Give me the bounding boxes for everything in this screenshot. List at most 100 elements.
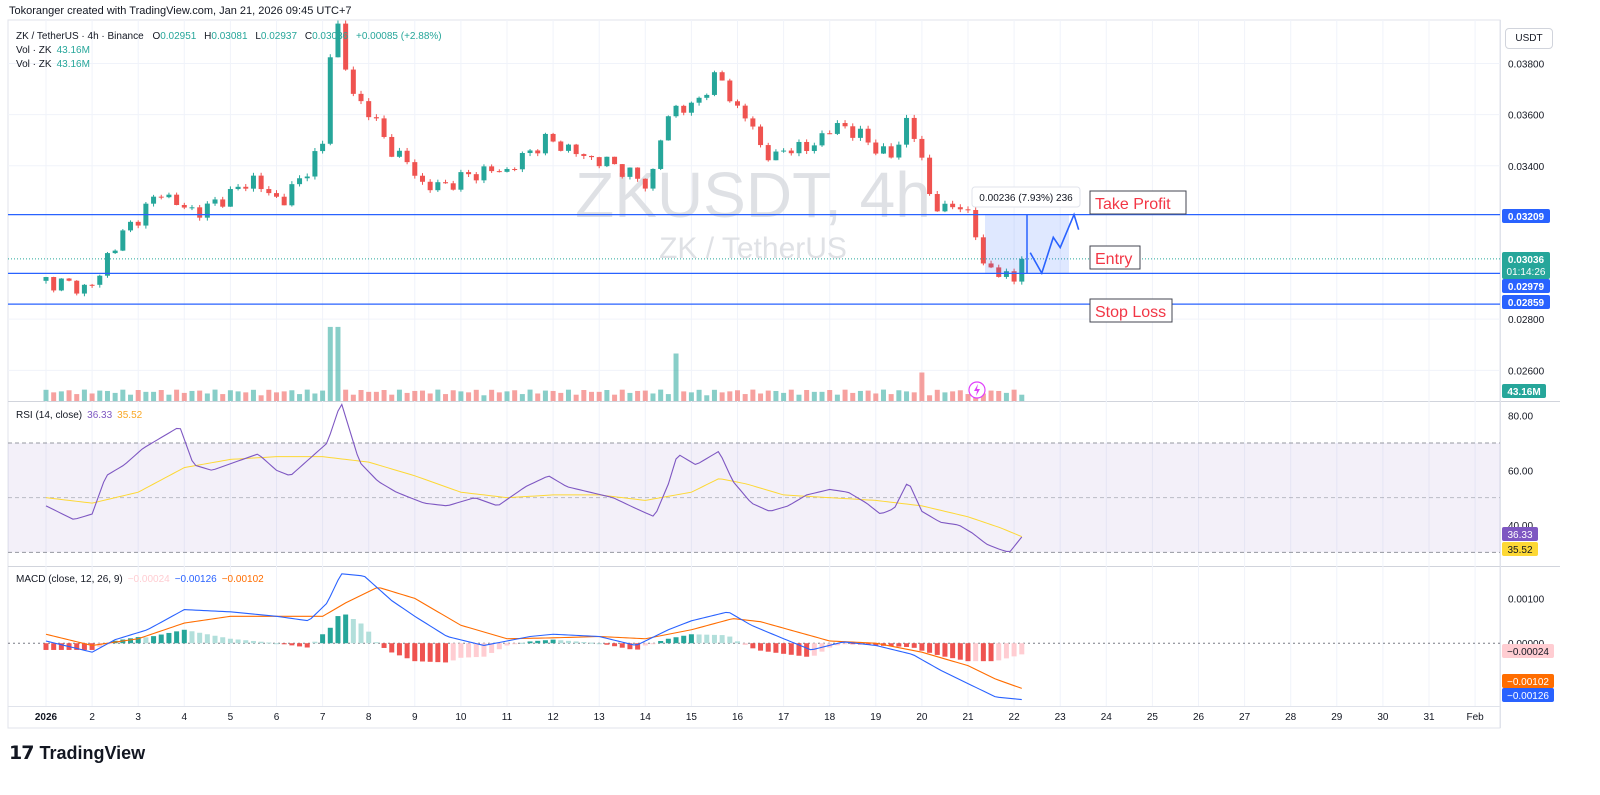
macd-histogram-bar (804, 643, 810, 657)
candle-body (619, 164, 625, 177)
macd-histogram-bar (304, 643, 310, 648)
macd-histogram-bar (980, 643, 986, 662)
macd-histogram-bar (58, 643, 64, 650)
volume-bar (312, 393, 318, 401)
macd-histogram (43, 614, 1025, 663)
macd-histogram-bar (235, 639, 241, 644)
time-tick-label: 13 (594, 712, 606, 723)
volume-bar (604, 390, 610, 401)
macd-histogram-bar (135, 637, 141, 644)
volume-bar (304, 389, 310, 401)
candle-body (327, 57, 333, 144)
rsi-ma-badge: 35.52 (1507, 545, 1532, 556)
trade-levels[interactable] (8, 213, 1500, 305)
measure-label: 0.00236 (7.93%) 236 (979, 193, 1073, 204)
macd-histogram-bar (343, 614, 349, 644)
tradingview-logo[interactable]: 17 TradingView (9, 742, 145, 764)
candle-body (711, 72, 717, 95)
macd-histogram-bar (589, 642, 595, 644)
macd-legend-hist: −0.00024 (128, 574, 170, 585)
volume-bar (519, 394, 525, 401)
candle-body (151, 196, 157, 204)
legend-vol2-value: 43.16M (57, 59, 90, 70)
macd-legend-macd: −0.00126 (175, 574, 217, 585)
rsi-axis[interactable]: 80.00 60.00 40.00 (1508, 412, 1533, 532)
candle-body (335, 23, 341, 58)
projection-path[interactable] (1029, 212, 1080, 276)
macd-histogram-bar (266, 642, 272, 644)
macd-histogram-bar (957, 643, 963, 660)
candle-body (542, 133, 548, 154)
macd-histogram-bar (550, 639, 556, 644)
entry-price-badge: 0.02979 (1508, 282, 1545, 293)
macd-histogram-bar (335, 616, 341, 644)
time-axis[interactable]: 2026 2 3 4 5 6 7 8 9 10 11 12 13 14 15 16 17 18 19 20 21 22 23… (35, 712, 1484, 723)
macd-histogram-bar (527, 641, 533, 644)
volume-bar (81, 389, 87, 401)
time-tick-label: 21 (962, 712, 974, 723)
macd-line (45, 573, 1022, 701)
volume-bar (174, 389, 180, 401)
volume-bar (104, 390, 110, 401)
price-range-measure[interactable]: 0.00236 (7.93%) 236 (971, 186, 1081, 276)
candle-body (604, 156, 610, 167)
rsi-ma-line (45, 456, 1022, 538)
macd-histogram-bar (942, 643, 948, 657)
volume-bar (97, 390, 103, 401)
volume-bar (227, 390, 233, 401)
currency-button[interactable]: USDT (1505, 28, 1553, 49)
candle-body (443, 182, 449, 184)
level-labels: Take Profit Entry Stop Loss (1089, 190, 1187, 323)
legend-symbol: ZK / TetherUS · 4h · Binance (16, 31, 144, 42)
volume-bar (189, 390, 195, 401)
candle-body (673, 105, 679, 117)
time-tick-label: 29 (1331, 712, 1343, 723)
price-axis[interactable]: 0.03800 0.03600 0.03400 0.02800 0.02600 (1508, 59, 1545, 377)
volume-bar (266, 389, 272, 401)
time-tick-label: 20 (916, 712, 928, 723)
candle-body (811, 145, 817, 151)
candle-body (220, 199, 226, 207)
time-tick-label: 25 (1147, 712, 1159, 723)
time-tick-label: 7 (320, 712, 326, 723)
macd-histogram-bar (158, 634, 164, 644)
candle-body (243, 186, 249, 189)
candle-body (135, 221, 141, 226)
candle-body (204, 203, 210, 218)
candle-body (297, 178, 303, 185)
candle-body (412, 162, 418, 176)
candle-body (735, 101, 740, 106)
candle-body (996, 267, 1002, 277)
macd-histogram-bar (934, 643, 940, 655)
candle-body (289, 184, 295, 206)
volume-bar (373, 391, 379, 401)
rsi-line (45, 403, 1023, 552)
candle-body (435, 182, 441, 191)
candle-body (850, 126, 856, 138)
macd-histogram-bar (389, 643, 395, 653)
candle-body (404, 150, 410, 163)
macd-histogram-bar (504, 643, 510, 646)
volume-bar (112, 392, 118, 401)
rsi-legend-ma: 35.52 (117, 410, 142, 421)
price-tick-label: 0.03400 (1508, 162, 1545, 173)
rsi-pane (8, 403, 1500, 553)
candle-body (128, 221, 134, 231)
candle-body (350, 69, 356, 94)
macd-axis[interactable]: 0.001000.00000 (1508, 594, 1545, 650)
candle-body (804, 141, 810, 151)
candle-body (950, 203, 956, 208)
macd-histogram-bar (627, 643, 633, 650)
candle-body (427, 181, 433, 191)
tradingview-wordmark: TradingView (39, 742, 146, 763)
candle-body (312, 151, 318, 177)
alert-lightning-icon[interactable] (968, 381, 986, 399)
volume-bar (642, 390, 648, 401)
svg-text:ZK / TetherUS · 4h · Binance: ZK / TetherUS · 4h · Binance O0.02951 H0… (16, 31, 442, 42)
time-tick-label: 16 (732, 712, 744, 723)
volume-bar (681, 391, 687, 401)
candle-body (481, 166, 487, 181)
volume-bar (781, 392, 787, 401)
candle-body (166, 194, 172, 198)
